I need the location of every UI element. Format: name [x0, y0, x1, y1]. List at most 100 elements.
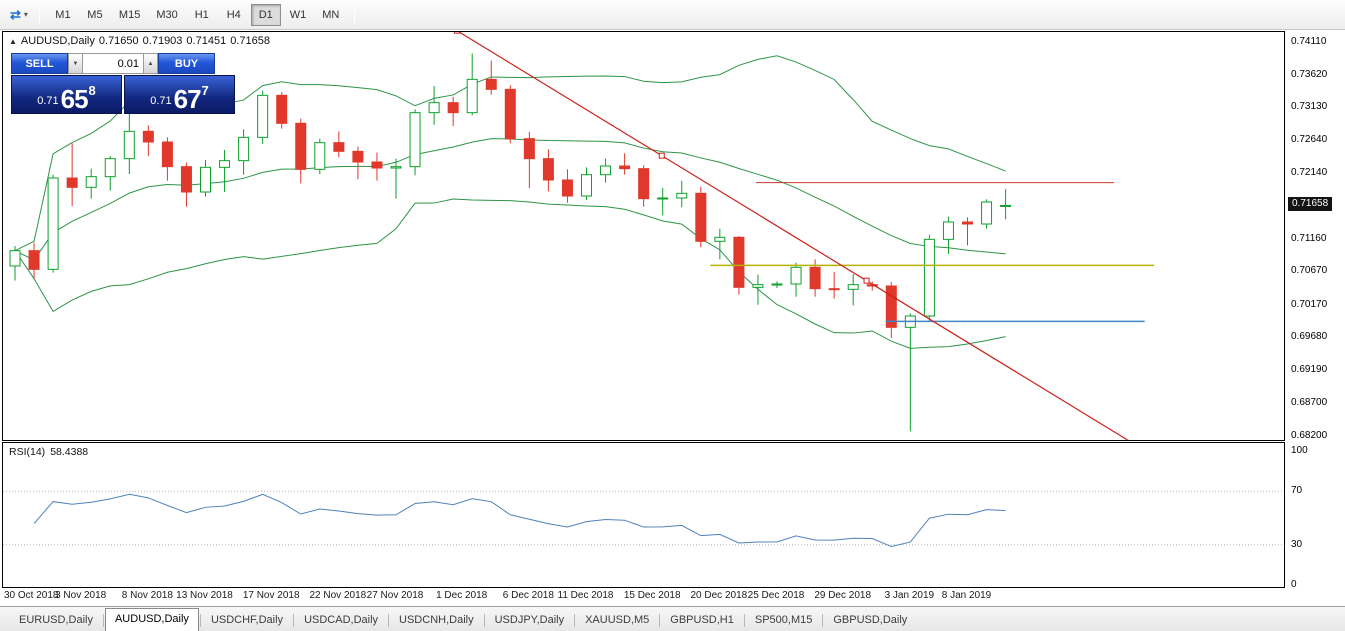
date-label: 13 Nov 2018 — [176, 590, 233, 601]
timeframe-button-m15[interactable]: M15 — [112, 4, 147, 26]
price-chart-canvas[interactable] — [3, 32, 1284, 440]
triangle-icon: ▲ — [9, 37, 17, 46]
rsi-scale[interactable]: 100 70 30 0 — [1288, 442, 1345, 590]
tab-separator — [293, 614, 295, 627]
sell-price-sup: 8 — [88, 83, 96, 98]
chart-title: ▲ AUDUSD,Daily 0.71650 0.71903 0.71451 0.7165… — [9, 35, 274, 47]
tab-usdchf-daily[interactable]: USDCHF,Daily — [210, 614, 284, 626]
buy-button[interactable]: BUY — [158, 53, 215, 74]
date-label: 15 Dec 2018 — [623, 590, 681, 601]
timeframe-button-h1[interactable]: H1 — [187, 4, 217, 26]
buy-price-big: 67 — [173, 83, 202, 114]
tab-audusd-daily[interactable]: AUDUSD,Daily — [104, 608, 199, 631]
rsi-scale-label: 0 — [1291, 579, 1297, 590]
toolbar-separator — [38, 4, 40, 25]
timeframe-button-mn[interactable]: MN — [315, 4, 346, 26]
tab-separator — [574, 614, 576, 627]
tab-usdcnh-daily[interactable]: USDCNH,Daily — [399, 614, 474, 626]
price-scale-label: 0.72140 — [1291, 167, 1328, 179]
tab-usdcad-daily[interactable]: USDCAD,Daily — [304, 614, 379, 626]
rsi-canvas — [3, 490, 1284, 548]
price-scale-label: 0.68700 — [1291, 396, 1328, 408]
date-label: 11 Dec 2018 — [557, 590, 614, 601]
sell-button[interactable]: SELL — [11, 53, 68, 74]
tab-usdjpy-daily[interactable]: USDJPY,Daily — [494, 614, 565, 626]
timeframe-button-m5[interactable]: M5 — [80, 4, 110, 26]
date-label: 6 Dec 2018 — [502, 590, 554, 601]
buy-price-prefix: 0.71 — [150, 95, 172, 107]
current-price-badge: 0.71658 — [1288, 197, 1333, 212]
date-label: 17 Nov 2018 — [242, 590, 300, 601]
sell-price-prefix: 0.71 — [37, 95, 59, 107]
price-chart-panel[interactable]: ▲ AUDUSD,Daily 0.71650 0.71903 0.71451 0.7165… — [2, 31, 1285, 441]
chevron-down-icon: ▾ — [23, 10, 28, 19]
volume-decrease-button[interactable]: ▼ — [68, 53, 83, 74]
date-label: 25 Dec 2018 — [747, 590, 805, 601]
price-scale-label: 0.72640 — [1291, 134, 1328, 145]
sell-price-big: 65 — [60, 83, 89, 114]
date-label: 8 Jan 2019 — [941, 590, 992, 601]
ohlc-close: 0.71658 — [230, 35, 270, 47]
date-axis[interactable]: 30 Oct 2018 3 Nov 2018 8 Nov 2018 13 Nov 20… — [2, 589, 1285, 605]
rsi-title: RSI(14) 58.4388 — [9, 446, 93, 458]
tab-separator — [388, 614, 390, 627]
cycle-arrows-icon: ⇄ — [10, 7, 21, 22]
tab-separator — [659, 614, 661, 627]
rsi-scale-label: 100 — [1291, 445, 1308, 456]
date-label: 3 Jan 2019 — [884, 590, 935, 601]
timeframe-button-d1[interactable]: D1 — [250, 3, 281, 26]
tab-separator — [743, 614, 745, 627]
rsi-scale-label: 70 — [1291, 485, 1303, 497]
date-label: 1 Dec 2018 — [436, 590, 488, 601]
buy-price-sup: 7 — [201, 83, 209, 98]
date-label: 8 Nov 2018 — [121, 590, 173, 601]
date-label: 20 Dec 2018 — [690, 590, 748, 601]
tab-separator — [822, 614, 824, 627]
chart-symbol: AUDUSD,Daily — [20, 35, 95, 47]
tab-gbpusd-daily[interactable]: GBPUSD,Daily — [833, 614, 908, 626]
price-scale-label: 0.73130 — [1291, 101, 1328, 113]
price-scale-label: 0.71160 — [1291, 232, 1327, 244]
volume-input[interactable] — [83, 53, 143, 74]
date-label: 27 Nov 2018 — [366, 590, 424, 601]
buy-price-button[interactable]: 0.71 67 7 — [124, 75, 235, 114]
rsi-panel[interactable]: RSI(14) 58.4388 — [2, 442, 1285, 588]
date-label: 22 Nov 2018 — [309, 590, 367, 601]
date-label: 30 Oct 2018 — [4, 590, 59, 601]
toolbar-separator — [354, 4, 356, 25]
price-scale-label: 0.74110 — [1291, 36, 1327, 47]
price-scale-label: 0.69190 — [1291, 364, 1328, 375]
tab-sp500-m15[interactable]: SP500,M15 — [754, 614, 813, 626]
rsi-scale-label: 30 — [1291, 538, 1303, 550]
timeframe-button-m1[interactable]: M1 — [48, 4, 78, 26]
timeframe-button-w1[interactable]: W1 — [283, 4, 314, 26]
sell-price-button[interactable]: 0.71 65 8 — [11, 75, 122, 114]
price-scale-label: 0.73620 — [1291, 68, 1328, 80]
tab-xauusd-m5[interactable]: XAUUSD,M5 — [585, 614, 650, 626]
one-click-trading-panel: SELL ▼ ▲ BUY 0.71 65 8 0.71 67 7 — [11, 53, 235, 114]
ohlc-high: 0.71903 — [142, 35, 183, 47]
tab-separator — [199, 614, 201, 627]
chart-tools-button[interactable]: ⇄ ▾ — [6, 4, 32, 26]
timeframe-button-m30[interactable]: M30 — [149, 4, 184, 26]
volume-increase-button[interactable]: ▲ — [143, 53, 158, 74]
tab-eurusd-daily[interactable]: EURUSD,Daily — [19, 614, 93, 626]
ohlc-open: 0.71650 — [98, 35, 139, 47]
price-scale-label: 0.70170 — [1291, 298, 1328, 310]
chart-tabbar: EURUSD,Daily AUDUSD,Daily USDCHF,Daily USDC… — [0, 606, 1345, 631]
ohlc-low: 0.71451 — [186, 35, 227, 47]
tab-separator — [102, 614, 104, 627]
price-scale-label: 0.68200 — [1291, 430, 1328, 441]
tab-separator — [483, 614, 485, 627]
price-scale[interactable]: 0.71658 0.74110 0.73620 0.73130 0.72640 0.72… — [1288, 31, 1345, 441]
timeframe-button-h4[interactable]: H4 — [219, 4, 249, 26]
tab-gbpusd-h1[interactable]: GBPUSD,H1 — [670, 614, 734, 626]
date-label: 3 Nov 2018 — [55, 590, 107, 601]
price-scale-label: 0.70670 — [1291, 265, 1328, 277]
rsi-value: 58.4388 — [50, 446, 89, 458]
top-toolbar: ⇄ ▾ M1 M5 M15 M30 H1 H4 D1 W1 MN — [0, 0, 1345, 30]
date-label: 29 Dec 2018 — [814, 590, 872, 601]
timeframe-buttons: M1 M5 M15 M30 H1 H4 D1 W1 MN — [47, 3, 347, 26]
rsi-label: RSI(14) — [9, 446, 46, 458]
price-scale-label: 0.69680 — [1291, 331, 1328, 343]
